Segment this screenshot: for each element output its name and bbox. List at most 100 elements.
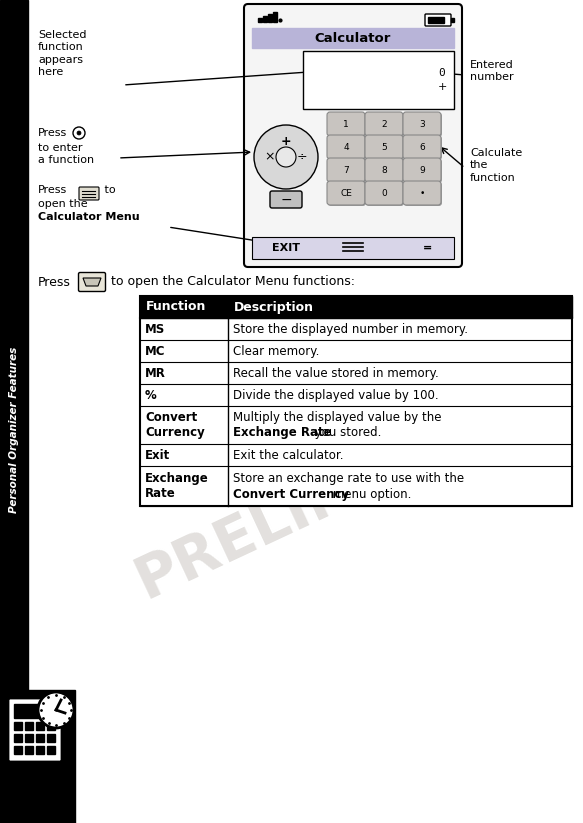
Bar [14, 722, 22, 730]
Text: PRELIMINARY: PRELIMINARY [127, 370, 553, 610]
FancyBboxPatch shape [327, 181, 365, 205]
Bar [140, 466, 572, 506]
FancyBboxPatch shape [328, 136, 366, 160]
Text: Divide the displayed value by 100.: Divide the displayed value by 100. [233, 388, 438, 402]
Text: 8: 8 [381, 165, 387, 174]
Text: Exit the calculator.: Exit the calculator. [233, 449, 343, 462]
Text: Clear memory.: Clear memory. [233, 345, 319, 357]
Text: 1: 1 [343, 119, 349, 128]
Bar [0, 690, 75, 823]
Bar [25, 734, 33, 742]
Text: Press: Press [38, 276, 71, 289]
FancyBboxPatch shape [403, 135, 441, 159]
Bar [252, 237, 454, 259]
Bar [258, 18, 262, 22]
FancyBboxPatch shape [328, 182, 366, 206]
Bar [14, 704, 56, 718]
Text: Recall the value stored in memory.: Recall the value stored in memory. [233, 366, 439, 379]
Text: Description: Description [234, 300, 314, 314]
FancyBboxPatch shape [365, 181, 403, 205]
Text: menu option.: menu option. [329, 487, 412, 500]
Text: Calculate
the
function: Calculate the function [470, 148, 522, 183]
Text: Exchange
Rate: Exchange Rate [145, 472, 209, 500]
Bar [47, 746, 55, 754]
Text: Exchange Rate: Exchange Rate [233, 426, 332, 439]
Text: Multiply the displayed value by the: Multiply the displayed value by the [233, 411, 441, 424]
FancyBboxPatch shape [327, 158, 365, 182]
Bar [14, 746, 22, 754]
Text: 0: 0 [381, 188, 387, 198]
Text: Store an exchange rate to use with the: Store an exchange rate to use with the [233, 472, 464, 485]
Bar [303, 51, 454, 109]
Text: Exit: Exit [145, 449, 170, 462]
FancyBboxPatch shape [404, 182, 442, 206]
Text: Selected
function
appears
here: Selected function appears here [38, 30, 86, 77]
Text: 4: 4 [343, 142, 349, 151]
Bar [47, 734, 55, 742]
Bar [273, 12, 277, 22]
Text: Store the displayed number in memory.: Store the displayed number in memory. [233, 323, 468, 336]
Text: EXIT: EXIT [272, 243, 300, 253]
FancyBboxPatch shape [270, 191, 302, 208]
FancyBboxPatch shape [425, 14, 451, 26]
FancyBboxPatch shape [328, 159, 366, 183]
Bar [47, 722, 55, 730]
Text: 7: 7 [343, 165, 349, 174]
Bar [268, 14, 272, 22]
FancyBboxPatch shape [244, 4, 462, 267]
Bar [36, 746, 44, 754]
Bar [140, 362, 572, 384]
FancyBboxPatch shape [403, 112, 441, 136]
Text: to enter
a function: to enter a function [38, 143, 94, 165]
Bar [140, 406, 572, 444]
Bar [451, 18, 454, 22]
FancyBboxPatch shape [403, 158, 441, 182]
Text: Calculator: Calculator [315, 31, 391, 44]
Text: 2: 2 [381, 119, 387, 128]
Text: MC: MC [145, 345, 166, 357]
Polygon shape [83, 278, 101, 286]
Bar [140, 318, 572, 340]
Bar [428, 17, 444, 23]
Circle shape [73, 127, 85, 139]
Text: MS: MS [145, 323, 165, 336]
FancyBboxPatch shape [366, 136, 404, 160]
Text: Convert
Currency: Convert Currency [145, 411, 205, 439]
Text: Press: Press [38, 185, 67, 195]
FancyBboxPatch shape [328, 113, 366, 137]
FancyBboxPatch shape [79, 187, 99, 200]
FancyBboxPatch shape [404, 136, 442, 160]
Text: Entered
number: Entered number [470, 60, 514, 82]
Text: 0: 0 [438, 68, 445, 78]
Text: %: % [145, 388, 157, 402]
Text: to open the Calculator Menu functions:: to open the Calculator Menu functions: [107, 276, 355, 289]
Text: −: − [280, 193, 292, 207]
Bar [140, 296, 572, 318]
FancyBboxPatch shape [365, 112, 403, 136]
Text: Personal Organizer Features: Personal Organizer Features [9, 346, 19, 513]
Text: Press: Press [38, 128, 67, 138]
FancyBboxPatch shape [403, 181, 441, 205]
Text: Calculator Menu: Calculator Menu [38, 212, 139, 222]
Bar [25, 722, 33, 730]
Bar [36, 734, 44, 742]
FancyBboxPatch shape [404, 113, 442, 137]
Bar [140, 340, 572, 362]
Bar [0, 0, 28, 823]
FancyBboxPatch shape [365, 135, 403, 159]
Bar [140, 384, 572, 406]
Text: ×: × [265, 151, 275, 164]
FancyBboxPatch shape [8, 698, 62, 762]
FancyBboxPatch shape [327, 112, 365, 136]
Text: 6: 6 [419, 142, 425, 151]
Text: Function: Function [146, 300, 206, 314]
Text: CE: CE [340, 188, 352, 198]
Text: +: + [280, 134, 292, 147]
Text: Convert Currency: Convert Currency [233, 487, 349, 500]
Bar [36, 722, 44, 730]
Text: to: to [101, 185, 115, 195]
FancyBboxPatch shape [365, 158, 403, 182]
Text: 3: 3 [419, 119, 425, 128]
Bar [263, 16, 267, 22]
Bar [14, 734, 22, 742]
